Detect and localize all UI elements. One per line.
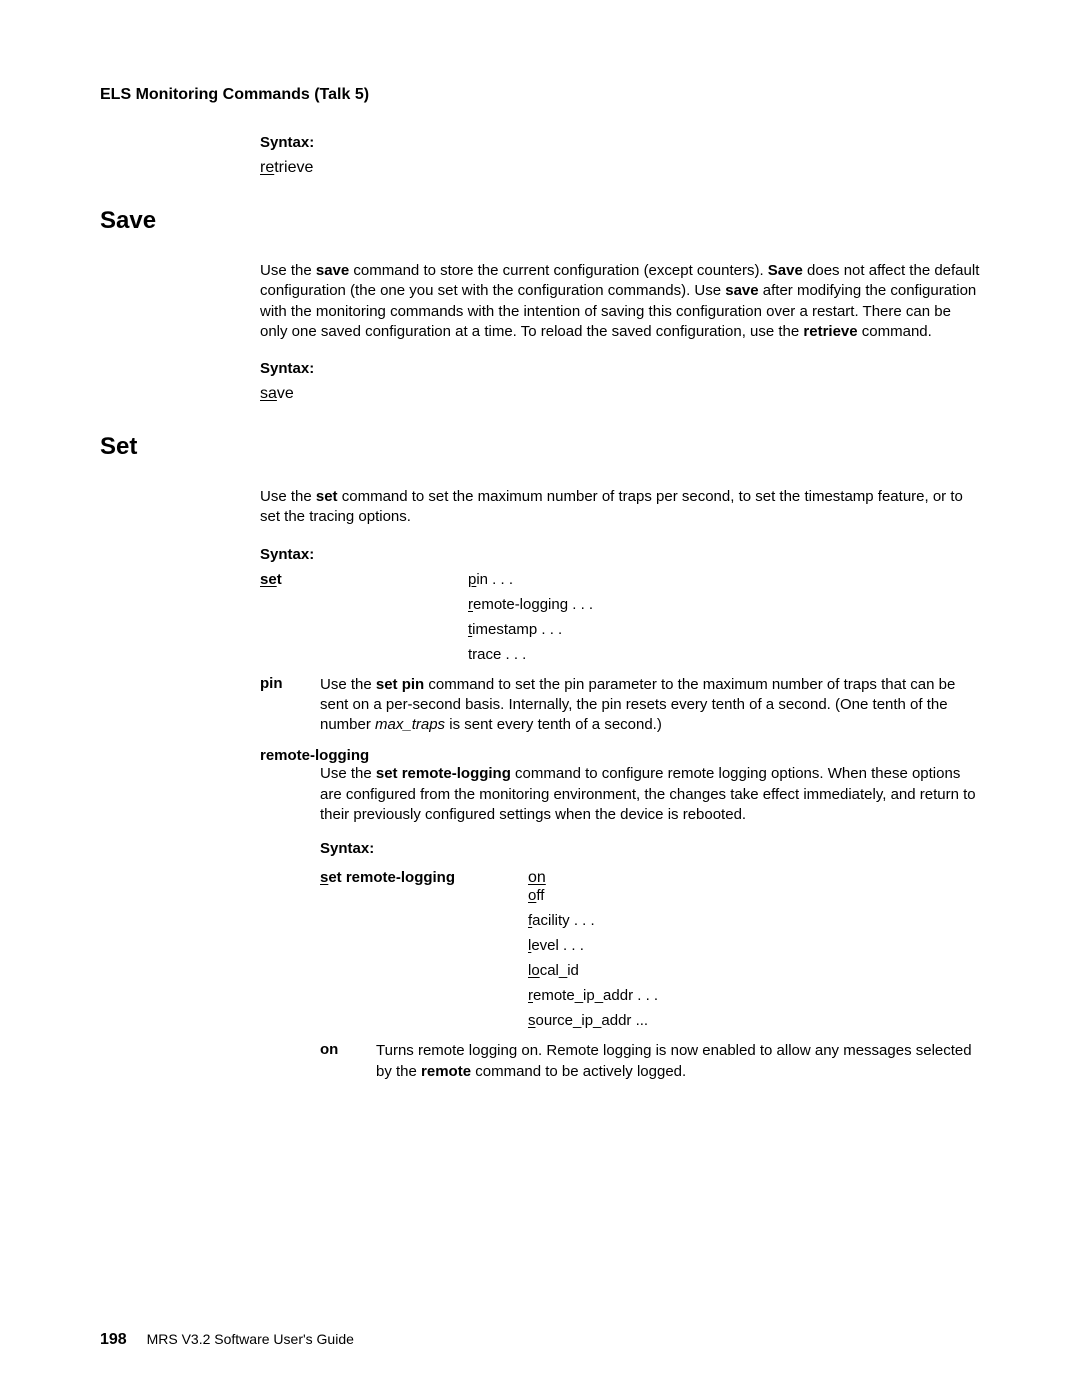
page-number: 198 [100, 1331, 127, 1348]
text: Use the [320, 676, 376, 693]
bold-set-remote-logging: set remote-logging [376, 765, 511, 782]
opt-suffix: cal_id [540, 962, 579, 979]
remote-logging-term: remote-logging [260, 747, 980, 764]
rl-option-local-id: local_id [528, 962, 980, 979]
pin-definition: Use the set pin command to set the pin p… [320, 675, 980, 736]
save-suffix: ve [277, 385, 294, 402]
text: Use the [260, 488, 316, 505]
syntax-label: Syntax: [260, 546, 980, 563]
rl-option-remote-ip: remote_ip_addr . . . [528, 987, 980, 1004]
bold-set: set [316, 488, 338, 505]
set-remote-logging-command: set remote-logging [320, 869, 528, 887]
syntax-label: Syntax: [260, 134, 980, 151]
set-heading: Set [100, 433, 980, 461]
save-heading: Save [100, 207, 980, 235]
opt-text: trace . . . [468, 646, 526, 663]
text: command to be actively logged. [471, 1063, 686, 1080]
set-suffix: t [277, 571, 282, 588]
text: Use the [260, 262, 316, 279]
rl-option-on: on [528, 869, 546, 887]
retrieve-suffix: trieve [274, 159, 313, 176]
text: command to set the maximum number of tra… [260, 488, 963, 525]
rl-option-source-ip: source_ip_addr ... [528, 1012, 980, 1029]
bold-save: save [316, 262, 349, 279]
text: is sent every tenth of a second.) [445, 716, 662, 733]
bold-save: save [725, 282, 758, 299]
opt-prefix: lo [528, 962, 540, 979]
set-option-trace: trace . . . [468, 646, 980, 663]
syntax-label: Syntax: [260, 360, 980, 377]
rl-option-level: level . . . [528, 937, 980, 954]
opt-suffix: acility . . . [532, 912, 595, 929]
set-option-remote-logging: remote-logging . . . [468, 596, 980, 613]
opt-suffix: in . . . [476, 571, 513, 588]
opt-suffix: imestamp . . . [472, 621, 562, 638]
set-prefix: se [260, 571, 277, 588]
retrieve-command: retrieve [260, 159, 980, 177]
syntax-label: Syntax: [320, 839, 980, 859]
bold-save: Save [768, 262, 803, 279]
bold-remote: remote [421, 1063, 471, 1080]
cmd-suffix: et remote-logging [328, 869, 455, 886]
footer-text: MRS V3.2 Software User's Guide [147, 1331, 354, 1347]
pin-term: pin [260, 675, 320, 736]
opt-prefix: s [528, 1012, 536, 1029]
rl-option-facility: facility . . . [528, 912, 980, 929]
opt-suffix: ff [536, 887, 544, 904]
remote-logging-definition: Use the set remote-logging command to co… [320, 764, 980, 825]
save-description: Use the save command to store the curren… [260, 261, 980, 342]
opt-suffix: ource_ip_addr ... [536, 1012, 649, 1029]
on-term: on [320, 1041, 376, 1082]
set-option-pin: pin . . . [468, 571, 513, 588]
save-command: save [260, 385, 980, 403]
text: Use the [320, 765, 376, 782]
set-option-timestamp: timestamp . . . [468, 621, 980, 638]
text: command to store the current configurati… [349, 262, 768, 279]
bold-retrieve: retrieve [803, 323, 857, 340]
set-description: Use the set command to set the maximum n… [260, 487, 980, 528]
page-header: ELS Monitoring Commands (Talk 5) [100, 86, 980, 104]
page-footer: 198 MRS V3.2 Software User's Guide [100, 1331, 354, 1349]
text: command. [858, 323, 932, 340]
opt-suffix: emote_ip_addr . . . [533, 987, 658, 1004]
opt-text: on [528, 869, 546, 886]
italic-max-traps: max_traps [375, 716, 445, 733]
rl-option-off: off [528, 887, 980, 904]
set-command: set [260, 571, 468, 588]
on-definition: Turns remote logging on. Remote logging … [376, 1041, 980, 1082]
retrieve-prefix: re [260, 159, 274, 176]
save-prefix: sa [260, 385, 277, 402]
bold-set-pin: set pin [376, 676, 424, 693]
opt-suffix: evel . . . [531, 937, 584, 954]
opt-suffix: emote-logging . . . [473, 596, 593, 613]
